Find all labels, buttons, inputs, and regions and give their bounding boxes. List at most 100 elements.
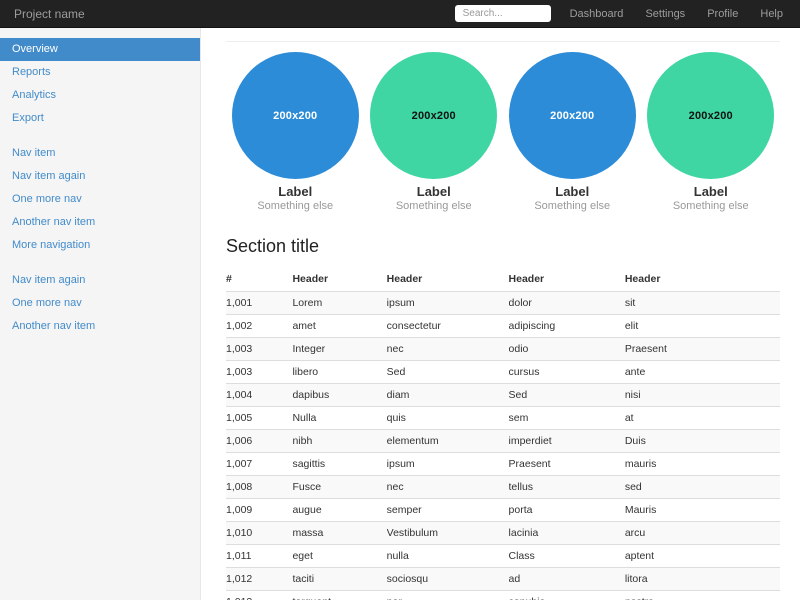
- cell: quis: [386, 406, 509, 430]
- sidebar-item[interactable]: Nav item: [12, 147, 56, 159]
- sidebar-item-export[interactable]: Export: [12, 112, 44, 124]
- cell: sagittis: [292, 452, 387, 476]
- sidebar-item[interactable]: Another nav item: [12, 320, 96, 332]
- cell: elementum: [386, 429, 509, 453]
- table-row: 1,011 eget nulla Class aptent: [226, 544, 780, 568]
- section-title: Section title: [226, 236, 320, 256]
- cell: sed: [624, 475, 780, 499]
- cell: lacinia: [508, 521, 625, 545]
- table-header-row: # Header Header Header Header: [226, 267, 780, 292]
- cell: arcu: [624, 521, 780, 545]
- table-row: 1,001 Lorem ipsum dolor sit: [226, 291, 780, 315]
- cell: nec: [386, 475, 509, 499]
- cell: torquent: [292, 590, 387, 600]
- cell: Class: [508, 544, 625, 568]
- cell: semper: [386, 498, 509, 522]
- placeholder-sublabel: Something else: [672, 200, 749, 212]
- sidebar-item-overview[interactable]: Overview: [0, 38, 200, 61]
- search-input[interactable]: [454, 5, 551, 22]
- cell: 1,004: [226, 383, 293, 407]
- table-row: 1,007 sagittis ipsum Praesent mauris: [226, 452, 780, 476]
- table-row: 1,013 torquent per conubia nostra: [226, 590, 780, 600]
- table-row: 1,012 taciti sociosqu ad litora: [226, 567, 780, 591]
- cell: odio: [508, 337, 625, 361]
- table-row: 1,003 Integer nec odio Praesent: [226, 337, 780, 361]
- cell: Lorem: [292, 291, 387, 315]
- table-row: 1,006 nibh elementum imperdiet Duis: [226, 429, 780, 453]
- cell: 1,003: [226, 337, 293, 361]
- sidebar-item[interactable]: Another nav item: [12, 216, 96, 228]
- cell: 1,013: [226, 590, 293, 600]
- cell: cursus: [508, 360, 625, 384]
- placeholder-image: 200x200: [370, 52, 498, 179]
- cell: massa: [292, 521, 387, 545]
- cell: per: [386, 590, 509, 600]
- placeholder-image: 200x200: [508, 52, 636, 179]
- cell: mauris: [624, 452, 780, 476]
- cell: conubia: [508, 590, 625, 600]
- column-header: Header: [624, 267, 780, 292]
- cell: 1,001: [226, 291, 293, 315]
- placeholder-image: 200x200: [231, 52, 359, 179]
- nav-link-help[interactable]: Help: [760, 7, 783, 20]
- cell: 1,009: [226, 498, 293, 522]
- sidebar-item[interactable]: One more nav: [12, 297, 82, 309]
- navbar-right: Dashboard Settings Profile Help: [454, 5, 800, 22]
- cell: sem: [508, 406, 625, 430]
- sidebar-group-primary: Overview Reports Analytics Export: [0, 38, 200, 130]
- cell: porta: [508, 498, 625, 522]
- cell: Praesent: [508, 452, 625, 476]
- cell: imperdiet: [508, 429, 625, 453]
- cell: nostra: [624, 590, 780, 600]
- placeholder-card: 200x200 Label Something else: [642, 52, 781, 212]
- table-row: 1,002 amet consectetur adipiscing elit: [226, 314, 780, 338]
- column-header: Header: [386, 267, 509, 292]
- cell: Duis: [624, 429, 780, 453]
- cell: 1,007: [226, 452, 293, 476]
- nav-link-profile[interactable]: Profile: [707, 7, 739, 20]
- cell: consectetur: [386, 314, 509, 338]
- cell: 1,008: [226, 475, 293, 499]
- cell: ad: [508, 567, 625, 591]
- brand-link[interactable]: Project name: [14, 6, 85, 21]
- top-navbar: Project name Dashboard Settings Profile …: [0, 0, 800, 28]
- cell: 1,005: [226, 406, 293, 430]
- cell: Praesent: [624, 337, 780, 361]
- cell: ipsum: [386, 452, 509, 476]
- cell: adipiscing: [508, 314, 625, 338]
- placeholder-label: Label: [416, 184, 451, 199]
- cell: Sed: [386, 360, 509, 384]
- cell: taciti: [292, 567, 387, 591]
- placeholder-sublabel: Something else: [257, 200, 334, 212]
- cell: Sed: [508, 383, 625, 407]
- cell: ante: [624, 360, 780, 384]
- table-row: 1,008 Fusce nec tellus sed: [226, 475, 780, 499]
- sidebar-item[interactable]: Nav item again: [12, 170, 86, 182]
- cell: 1,012: [226, 567, 293, 591]
- nav-link-dashboard[interactable]: Dashboard: [569, 7, 624, 20]
- cell: eget: [292, 544, 387, 568]
- cell: augue: [292, 498, 387, 522]
- sidebar-item[interactable]: Nav item again: [12, 274, 86, 286]
- sidebar-item[interactable]: More navigation: [12, 239, 91, 251]
- sidebar-item-reports[interactable]: Reports: [12, 66, 51, 78]
- placeholder-card: 200x200 Label Something else: [365, 52, 504, 212]
- cell: sociosqu: [386, 567, 509, 591]
- cell: Fusce: [292, 475, 387, 499]
- sidebar-item[interactable]: One more nav: [12, 193, 82, 205]
- placeholder-sublabel: Something else: [534, 200, 611, 212]
- sidebar: Overview Reports Analytics Export Nav it…: [0, 28, 201, 600]
- cell: libero: [292, 360, 387, 384]
- cell: Nulla: [292, 406, 387, 430]
- cell: dapibus: [292, 383, 387, 407]
- cell: at: [624, 406, 780, 430]
- placeholder-card: 200x200 Label Something else: [226, 52, 365, 212]
- cell: elit: [624, 314, 780, 338]
- table-row: 1,009 augue semper porta Mauris: [226, 498, 780, 522]
- placeholder-card: 200x200 Label Something else: [503, 52, 642, 212]
- cell: 1,003: [226, 360, 293, 384]
- sidebar-group-secondary: Nav item Nav item again One more nav Ano…: [0, 142, 200, 257]
- nav-link-settings[interactable]: Settings: [645, 7, 686, 20]
- sidebar-item-analytics[interactable]: Analytics: [12, 89, 57, 101]
- main-content: Dashboard 200x200 Label Something else 2…: [201, 0, 800, 600]
